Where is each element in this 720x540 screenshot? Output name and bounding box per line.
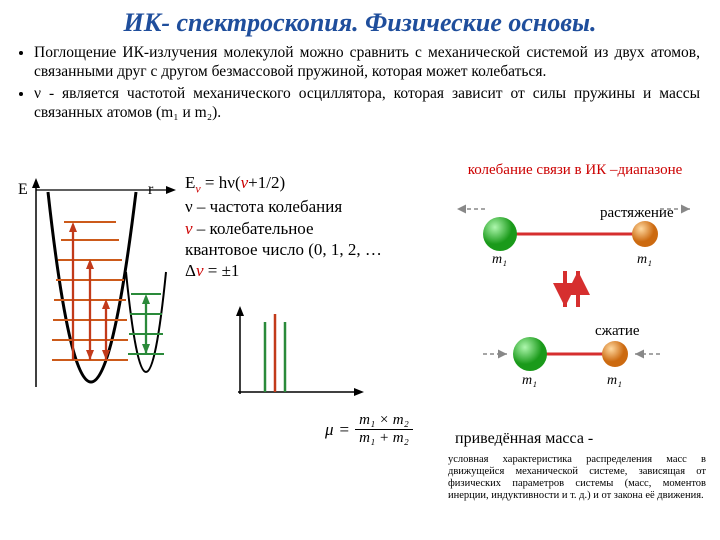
page-title: ИК- спектроскопия. Физические основы.	[0, 0, 720, 42]
bullet-item: Поглощение ИК-излучения молекулой можно …	[34, 44, 700, 81]
bullet-item: ν - является частотой механического осци…	[34, 85, 700, 122]
potential-well-diagram: E r	[18, 172, 183, 397]
vibration-diagram: колебание связи в ИК –диапазоне растяжен…	[445, 162, 705, 414]
m2-label-b: m₁	[607, 373, 622, 388]
spectrum-diagram	[230, 302, 370, 402]
reduced-mass-label: приведённая масса -	[455, 430, 593, 448]
m1-label: m₁	[492, 252, 507, 267]
compress-label: сжатие	[595, 323, 640, 339]
vibration-caption: колебание связи в ИК –диапазоне	[445, 162, 705, 179]
footnote-text: условная характеристика распределения ма…	[448, 454, 706, 502]
axis-label-e: E	[18, 181, 28, 198]
reduced-mass-formula: μ = m₁ × m₂ m₁ + m₂	[325, 412, 413, 447]
bullet-list: Поглощение ИК-излучения молекулой можно …	[0, 42, 720, 122]
m1-label-b: m₁	[522, 373, 537, 388]
equation-block: Ev = hν(v+1/2) ν – частота колебания v –…	[185, 172, 382, 281]
m2-label: m₁	[637, 252, 652, 267]
stretch-label: растяжение	[600, 205, 674, 221]
